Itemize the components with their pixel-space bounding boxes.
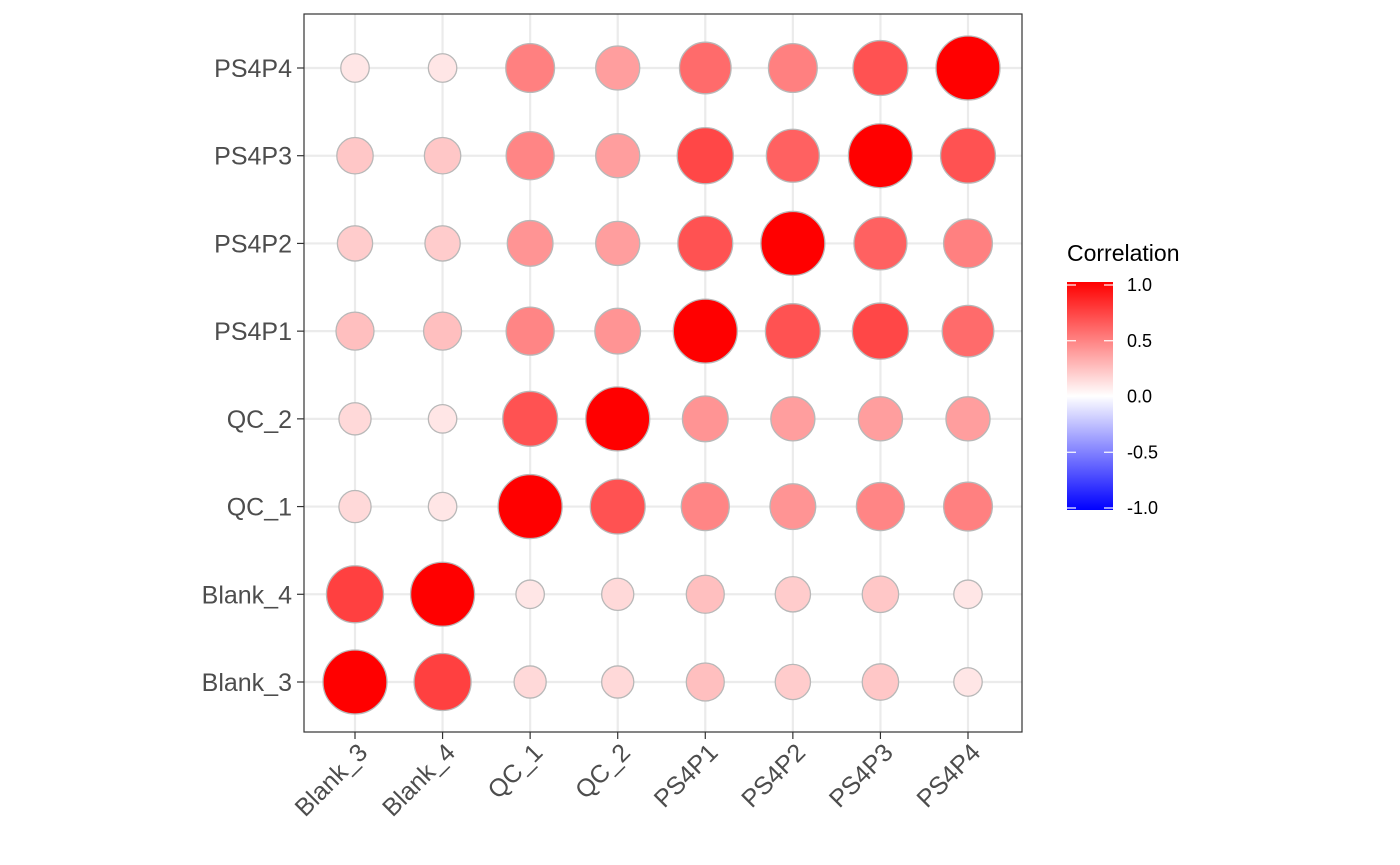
panel-background xyxy=(304,14,1022,732)
bubble-PS4P3-Blank_4 xyxy=(861,575,900,614)
bubble-PS4P3-PS4P4 xyxy=(852,39,909,97)
bubble-PS4P2-PS4P4 xyxy=(767,42,818,94)
y-tick-label: PS4P3 xyxy=(214,143,292,171)
bubble-PS4P1-QC_1 xyxy=(680,481,730,532)
bubble-PS4P3-QC_2 xyxy=(857,396,904,442)
bubble-PS4P2-PS4P3 xyxy=(765,128,820,183)
bubble-QC_1-PS4P3 xyxy=(505,131,555,181)
y-tick-label: Blank_3 xyxy=(202,669,292,697)
x-tick-label: PS4P2 xyxy=(736,738,811,813)
y-tick-label: PS4P1 xyxy=(214,318,292,346)
bubble-Blank_4-PS4P1 xyxy=(422,311,463,351)
bubble-PS4P1-QC_2 xyxy=(681,395,729,443)
x-tick-label: Blank_4 xyxy=(377,738,461,822)
bubble-PS4P4-PS4P3 xyxy=(939,127,997,184)
bubble-PS4P4-PS4P1 xyxy=(941,304,995,358)
bubble-PS4P2-QC_1 xyxy=(769,483,817,531)
legend-tick-label: 0.5 xyxy=(1127,331,1152,351)
x-tick-label: Blank_3 xyxy=(290,738,374,822)
x-tick-label: QC_2 xyxy=(570,738,636,804)
bubble-PS4P3-QC_1 xyxy=(855,481,906,532)
bubble-Blank_4-PS4P3 xyxy=(423,136,462,175)
legend-tick-label: -0.5 xyxy=(1127,442,1158,462)
legend-tick-label: 0.0 xyxy=(1127,387,1152,407)
bubble-PS4P1-PS4P1 xyxy=(672,298,738,364)
bubble-PS4P4-PS4P4 xyxy=(935,35,1001,101)
bubble-PS4P2-Blank_4 xyxy=(774,576,812,613)
bubble-Blank_3-PS4P3 xyxy=(336,136,374,175)
x-tick-label: PS4P3 xyxy=(824,738,899,813)
bubble-PS4P4-Blank_3 xyxy=(953,667,983,697)
y-tick-label: PS4P4 xyxy=(214,55,292,83)
bubble-PS4P1-Blank_4 xyxy=(685,574,725,614)
bubble-Blank_4-QC_1 xyxy=(427,491,458,522)
bubble-PS4P1-PS4P3 xyxy=(676,127,734,185)
bubble-Blank_3-QC_1 xyxy=(338,489,372,524)
bubble-Blank_4-PS4P4 xyxy=(427,53,458,83)
x-tick-label: PS4P1 xyxy=(649,738,724,813)
bubble-PS4P3-PS4P2 xyxy=(853,216,908,271)
bubble-PS4P2-PS4P2 xyxy=(760,210,826,277)
bubble-Blank_4-Blank_4 xyxy=(409,561,476,627)
bubble-QC_1-Blank_4 xyxy=(515,579,546,610)
bubble-Blank_4-QC_2 xyxy=(427,403,458,434)
bubble-QC_2-PS4P1 xyxy=(594,307,642,355)
bubble-Blank_3-QC_2 xyxy=(338,402,372,436)
bubble-QC_2-QC_2 xyxy=(585,386,651,452)
bubble-PS4P4-Blank_4 xyxy=(953,579,983,610)
bubble-layer xyxy=(322,35,1001,715)
bubble-Blank_3-PS4P1 xyxy=(335,311,375,351)
bubble-PS4P3-PS4P3 xyxy=(847,123,914,189)
bubble-QC_2-Blank_4 xyxy=(600,577,635,612)
bubble-QC_2-QC_1 xyxy=(589,478,646,535)
bubble-PS4P4-QC_1 xyxy=(942,481,994,532)
bubble-Blank_3-PS4P2 xyxy=(336,225,374,262)
y-tick-label: PS4P2 xyxy=(214,230,292,258)
legend-title: Correlation xyxy=(1067,240,1180,266)
bubble-PS4P2-QC_2 xyxy=(770,396,816,442)
bubble-PS4P1-Blank_3 xyxy=(685,662,725,702)
bubble-Blank_3-Blank_3 xyxy=(322,649,388,715)
y-tick-label: QC_1 xyxy=(227,494,292,522)
x-tick-label: QC_1 xyxy=(482,738,548,804)
bubble-PS4P4-QC_2 xyxy=(945,396,991,442)
bubble-QC_1-PS4P4 xyxy=(505,42,556,94)
bubble-QC_1-PS4P2 xyxy=(506,219,554,267)
bubble-PS4P2-PS4P1 xyxy=(764,303,821,360)
x-tick-label: PS4P4 xyxy=(911,738,986,813)
bubble-Blank_3-PS4P4 xyxy=(340,53,370,83)
bubble-QC_1-QC_1 xyxy=(497,473,563,540)
bubble-QC_2-Blank_3 xyxy=(600,665,635,699)
grid-lines xyxy=(304,14,1022,732)
bubble-PS4P4-PS4P2 xyxy=(942,218,994,269)
bubble-QC_1-Blank_3 xyxy=(513,665,547,699)
bubble-QC_2-PS4P3 xyxy=(595,133,641,179)
bubble-PS4P1-PS4P2 xyxy=(677,215,734,272)
bubble-QC_1-PS4P1 xyxy=(505,306,555,356)
bubble-QC_2-PS4P2 xyxy=(595,220,641,267)
bubble-PS4P3-PS4P1 xyxy=(851,302,910,360)
panel-border xyxy=(303,13,1023,733)
legend-ticks: 1.0 0.5 0.0 -0.5 -1.0 xyxy=(1067,275,1158,518)
bubble-Blank_3-Blank_4 xyxy=(325,565,385,624)
legend-tick-label: 1.0 xyxy=(1127,275,1152,295)
bubble-PS4P3-Blank_3 xyxy=(861,663,900,701)
bubble-Blank_4-Blank_3 xyxy=(413,652,472,712)
y-tick-label: Blank_4 xyxy=(202,581,292,609)
legend-tick-label: -1.0 xyxy=(1127,498,1158,518)
bubble-QC_2-PS4P4 xyxy=(595,45,641,91)
bubble-Blank_4-PS4P2 xyxy=(424,225,461,262)
bubble-PS4P1-PS4P4 xyxy=(678,41,732,95)
legend: Correlation 1.0 0.5 0.0 -0.5 -1.0 xyxy=(1067,240,1180,518)
bubble-PS4P2-Blank_3 xyxy=(774,663,812,701)
y-tick-label: QC_2 xyxy=(227,406,292,434)
bubble-QC_1-QC_2 xyxy=(502,390,559,447)
